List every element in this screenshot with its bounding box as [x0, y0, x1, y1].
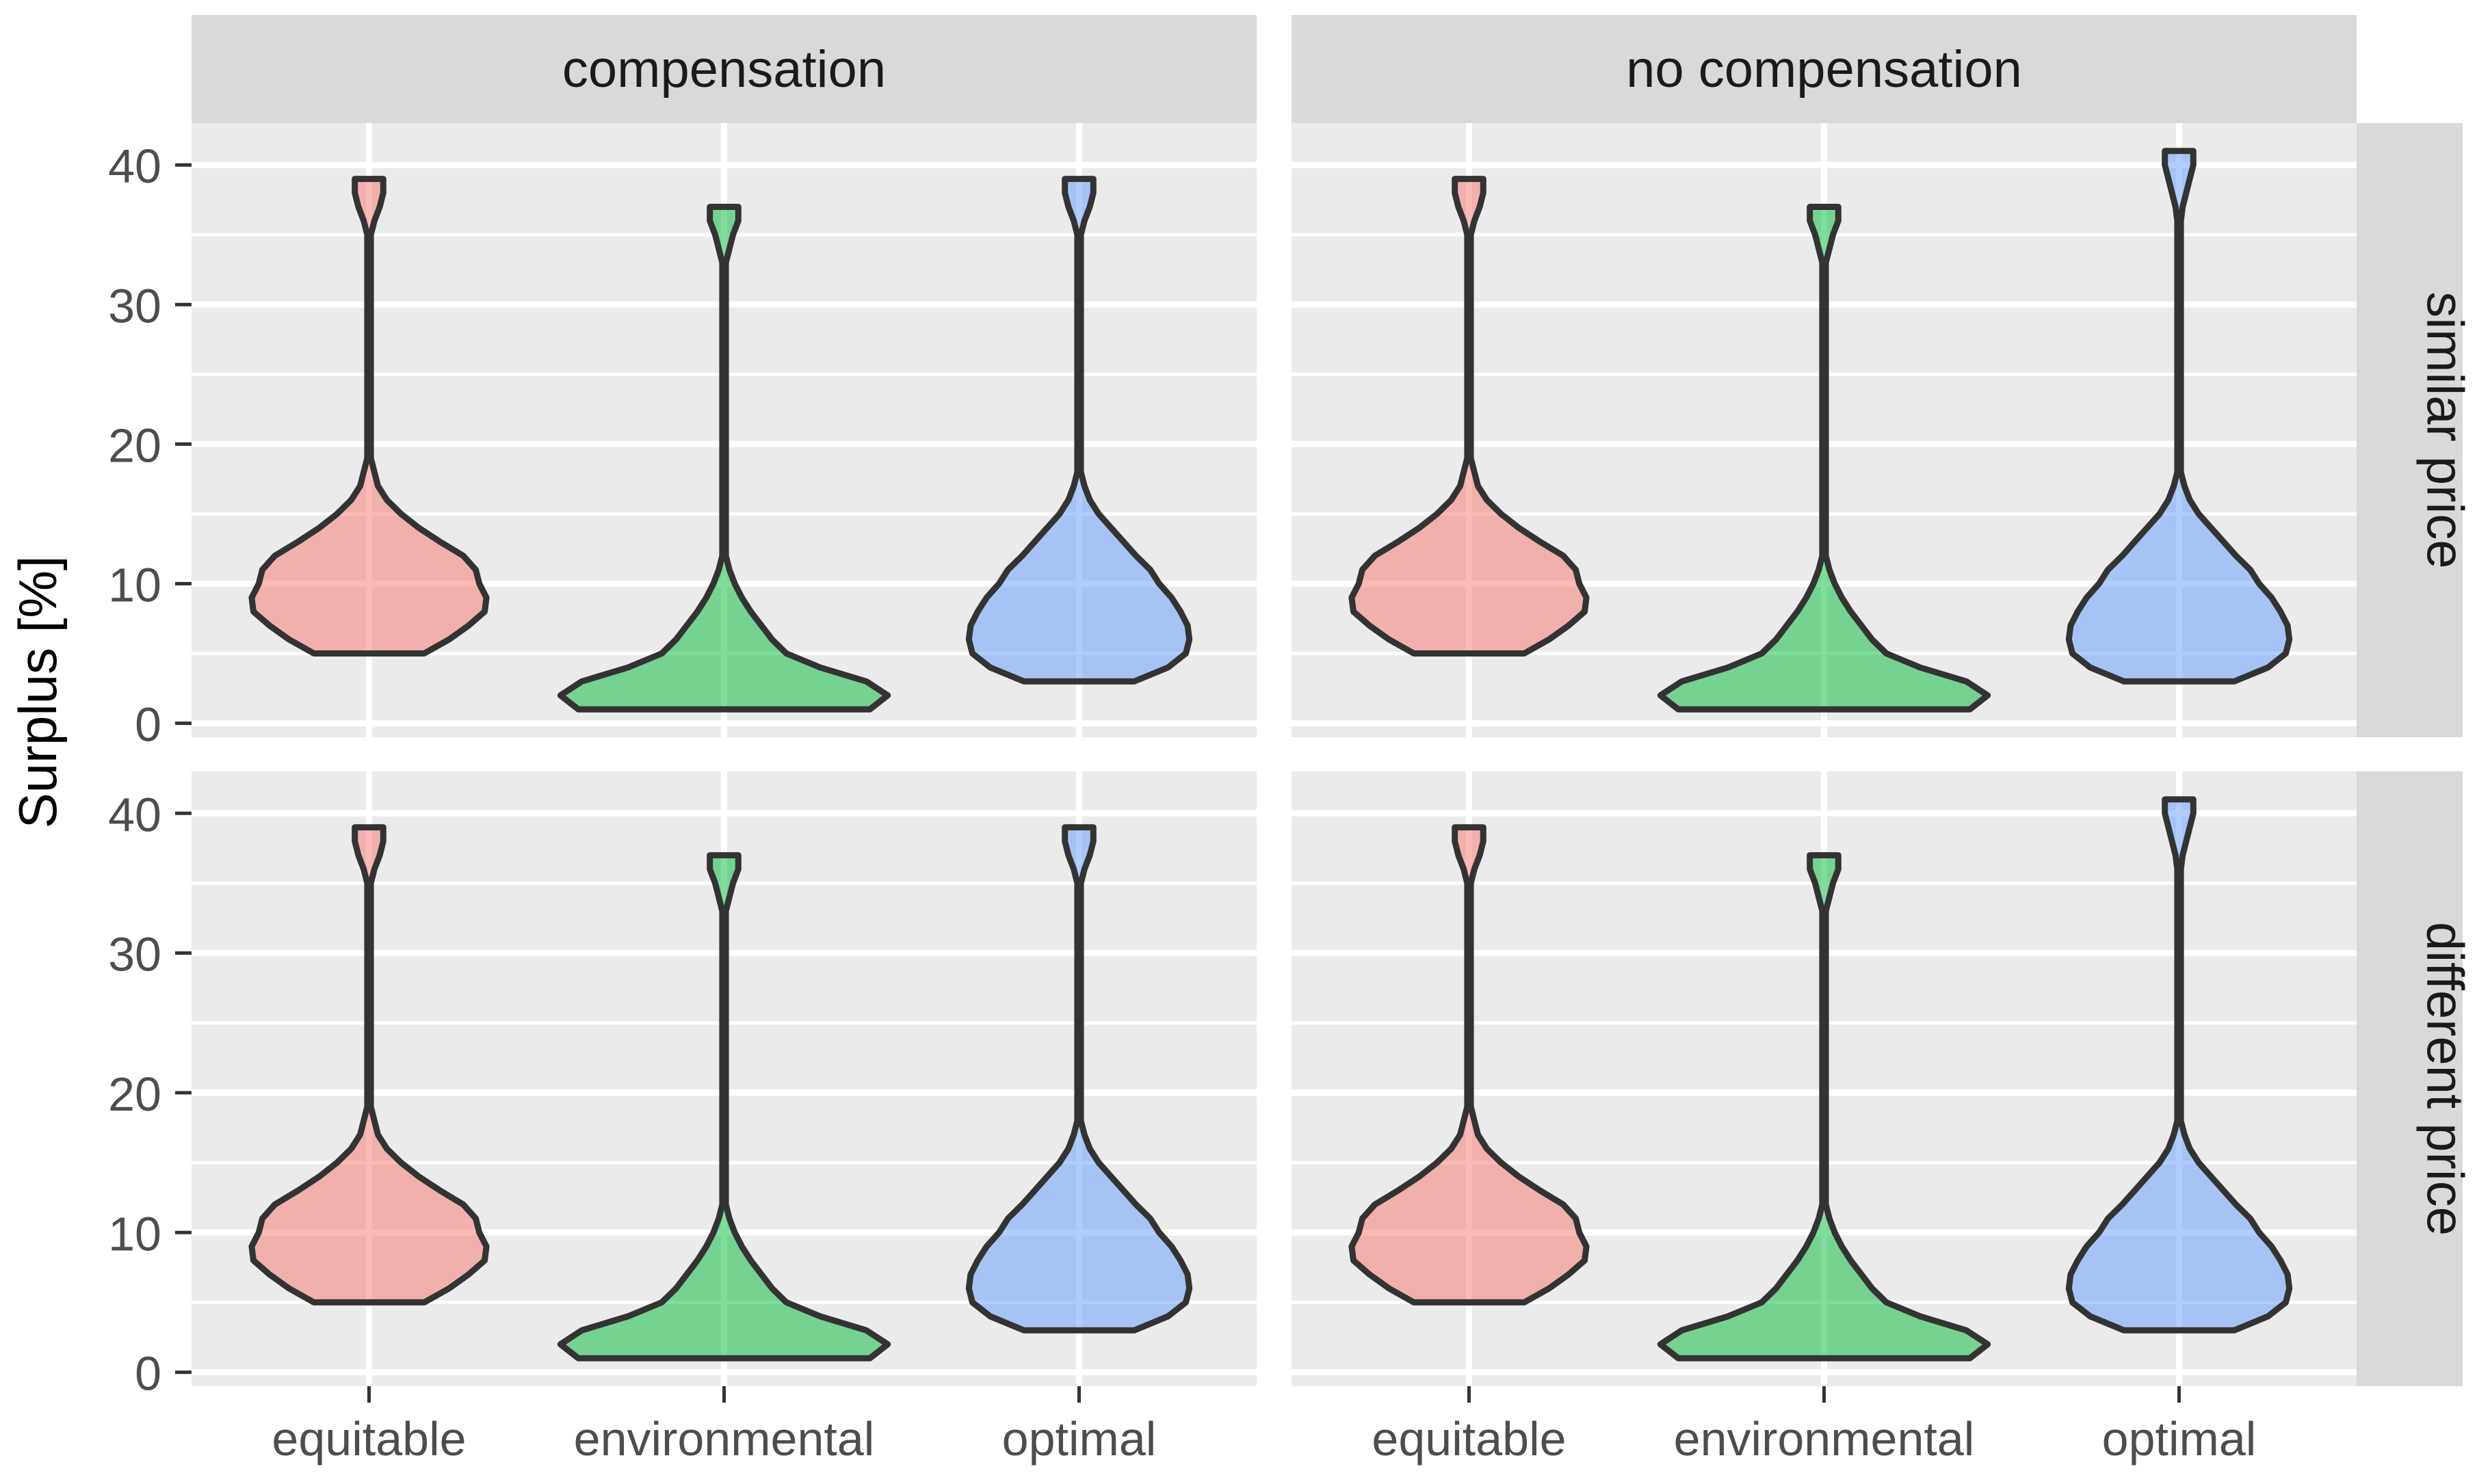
violin-environmental-compensation-similar-price [557, 204, 891, 713]
y-axis-title: Surplus [%] [8, 556, 68, 829]
violin-environmental-no-compensation-different-price [1657, 852, 1991, 1362]
y-tick-label: 0 [135, 1347, 161, 1401]
violin-optimal-no-compensation-similar-price [2065, 148, 2293, 685]
strip-different-price [2357, 771, 2463, 1386]
x-tick-label-equitable: equitable [1372, 1412, 1566, 1466]
panel-compensation-similar-price [192, 123, 1257, 737]
violin-equitable-compensation-different-price [248, 824, 490, 1306]
y-tick-label: 30 [108, 928, 161, 981]
y-tick-label: 40 [108, 788, 161, 841]
x-tick-label-environmental: environmental [574, 1412, 875, 1466]
violin-optimal-no-compensation-different-price [2065, 796, 2293, 1334]
strip-label-compensation: compensation [562, 40, 886, 98]
y-tick-label: 30 [108, 279, 161, 332]
y-tick-label: 40 [108, 140, 161, 193]
violin-optimal-compensation-different-price [965, 824, 1193, 1334]
violin-environmental-compensation-different-price [557, 852, 891, 1362]
y-tick-label: 20 [108, 1068, 161, 1121]
strip-similar-price [2357, 123, 2463, 737]
facet-panels [192, 123, 2357, 1386]
violin-equitable-no-compensation-similar-price [1348, 176, 1590, 657]
x-tick-label-optimal: optimal [1002, 1412, 1157, 1466]
strip-compensation [192, 15, 1257, 123]
violin-equitable-no-compensation-different-price [1348, 824, 1590, 1306]
y-tick-label: 10 [108, 559, 161, 612]
x-tick-label-equitable: equitable [272, 1412, 466, 1466]
y-tick-label: 0 [135, 698, 161, 752]
violin-environmental-no-compensation-similar-price [1657, 204, 1991, 713]
panel-no-compensation-similar-price [1292, 123, 2357, 737]
strip-label-no-compensation: no compensation [1626, 40, 2022, 98]
panel-compensation-different-price [192, 771, 1257, 1386]
axes: 0 10 20 30 40 0 10 20 30 40 equitable environmental… [108, 140, 2256, 1466]
strip-label-different-price: different price [2416, 922, 2474, 1236]
x-tick-label-optimal: optimal [2102, 1412, 2257, 1466]
strip-label-similar-price: similar price [2416, 291, 2474, 568]
strip-no-compensation [1292, 15, 2357, 123]
facet-strips: compensation no compensation similar price… [192, 15, 2474, 1386]
panel-no-compensation-different-price [1292, 771, 2357, 1386]
y-tick-label: 10 [108, 1207, 161, 1260]
y-tick-label: 20 [108, 419, 161, 472]
x-tick-label-environmental: environmental [1674, 1412, 1975, 1466]
violin-optimal-compensation-similar-price [965, 176, 1193, 685]
violin-equitable-compensation-similar-price [248, 176, 490, 657]
